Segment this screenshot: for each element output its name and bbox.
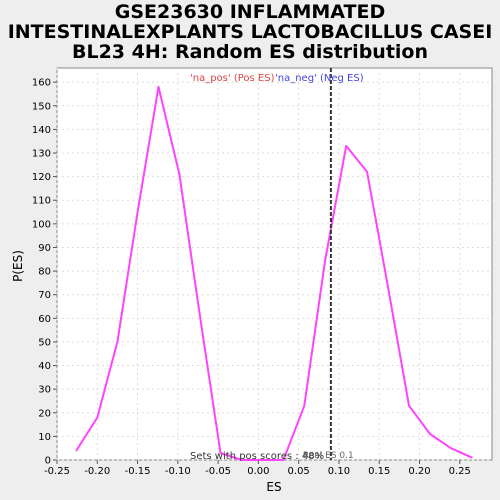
y-tick-label: 140	[32, 125, 51, 136]
distribution-point	[345, 145, 348, 147]
x-tick-label: 0.20	[408, 466, 430, 477]
x-tick-label: -0.25	[44, 466, 70, 477]
chart-title-line-2: INTESTINALEXPLANTS LACTOBACILLUS CASEI	[7, 21, 493, 43]
chart-title-line-1: GSE23630 INFLAMMATED	[114, 1, 386, 23]
series-layer	[75, 85, 473, 461]
y-tick-label: 130	[32, 149, 51, 160]
pos-scores-annotation: Sets with pos scores : 48%	[190, 451, 324, 462]
axes: 0 10 20 30 40 50 60 70 80 90 100 110 120 130 140 150 160…	[32, 78, 471, 477]
distribution-point	[387, 286, 389, 289]
y-tick-label: 10	[38, 432, 51, 443]
x-axis-title: ES	[266, 480, 281, 494]
y-tick-label: 80	[38, 267, 51, 278]
distribution-point	[366, 171, 368, 173]
x-tick-label: -0.10	[165, 466, 191, 477]
legend-pos: 'na_pos' (Pos ES)	[190, 73, 275, 84]
distribution-point	[450, 447, 452, 450]
chart-title-line-3: BL23 4H: Random ES distribution	[72, 41, 428, 63]
distribution-point	[261, 459, 264, 461]
y-tick-label: 50	[38, 337, 51, 348]
chart-title: GSE23630 INFLAMMATED INTESTINALEXPLANTS …	[0, 2, 500, 62]
distribution-point	[303, 404, 306, 407]
y-tick-label: 90	[38, 243, 51, 254]
y-tick-label: 60	[38, 314, 51, 325]
y-tick-label: 70	[38, 290, 51, 301]
distribution-point	[408, 404, 410, 407]
distribution-point	[429, 433, 431, 435]
distribution-point	[75, 449, 78, 452]
y-tick-label: 160	[32, 78, 51, 89]
y-tick-label: 110	[32, 196, 51, 207]
distribution-point	[324, 258, 327, 261]
y-tick-label: 150	[32, 101, 51, 112]
distribution-point	[96, 416, 99, 419]
distribution-point	[240, 459, 243, 461]
distribution-point	[178, 173, 181, 176]
distribution-point	[198, 312, 201, 315]
y-tick-label: 100	[32, 219, 51, 230]
grid-lines	[56, 68, 492, 461]
y-tick-label: 20	[38, 408, 51, 419]
y-tick-label: 40	[38, 361, 51, 372]
distribution-line	[75, 85, 473, 461]
distribution-point	[282, 459, 285, 461]
real-es-marker: Real ES 0.1	[303, 68, 354, 461]
x-tick-label: 0.10	[328, 466, 350, 477]
real-es-label: Real ES 0.1	[303, 451, 354, 461]
y-axis-title: P(ES)	[11, 250, 25, 282]
distribution-point	[471, 456, 473, 459]
y-tick-label: 30	[38, 385, 51, 396]
distribution-point	[219, 452, 222, 454]
legend-neg: 'na_neg' (Neg ES)	[275, 73, 364, 84]
distribution-point	[116, 341, 119, 343]
x-tick-label: 0.25	[449, 466, 471, 477]
distribution-point	[157, 86, 160, 88]
y-tick-label: 0	[45, 456, 51, 467]
x-tick-label: -0.15	[125, 466, 151, 477]
distribution-point	[136, 211, 139, 213]
x-tick-label: -0.05	[205, 466, 231, 477]
plot-area	[56, 67, 493, 461]
x-tick-label: 0.05	[288, 466, 310, 477]
x-tick-label: -0.20	[84, 466, 110, 477]
x-tick-label: 0.00	[247, 466, 269, 477]
x-tick-label: 0.15	[368, 466, 390, 477]
y-tick-label: 120	[32, 172, 51, 183]
